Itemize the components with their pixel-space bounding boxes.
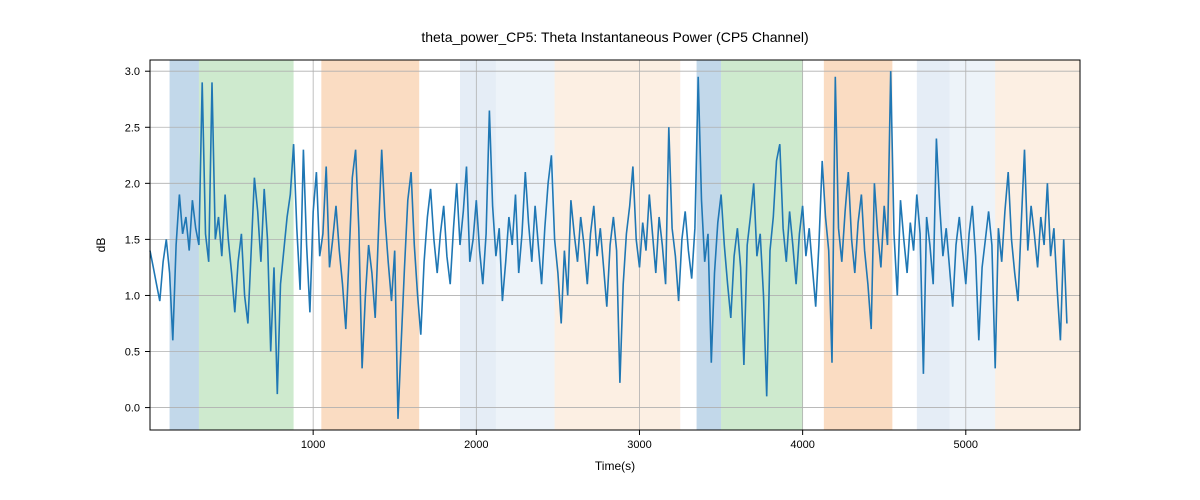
y-tick-label: 2.5 xyxy=(125,122,140,134)
region-2 xyxy=(321,60,419,430)
line-chart: 1000 2000 3000 4000 5000 0.0 0.5 1.0 1.5 2.0 2.5 3.… xyxy=(0,0,1200,500)
chart-title: theta_power_CP5: Theta Instantaneous Pow… xyxy=(421,29,808,45)
region-5 xyxy=(555,60,681,430)
y-axis-label: dB xyxy=(94,238,108,253)
region-0 xyxy=(170,60,199,430)
region-3 xyxy=(460,60,496,430)
x-ticks: 1000 2000 3000 4000 5000 xyxy=(301,430,978,451)
x-tick-label: 3000 xyxy=(627,439,651,451)
region-7 xyxy=(721,60,803,430)
x-tick-label: 4000 xyxy=(790,439,814,451)
x-tick-label: 5000 xyxy=(954,439,978,451)
region-11 xyxy=(995,60,1080,430)
chart-container: 1000 2000 3000 4000 5000 0.0 0.5 1.0 1.5 2.0 2.5 3.… xyxy=(0,0,1200,500)
y-tick-label: 0.0 xyxy=(125,403,140,415)
region-4 xyxy=(496,60,555,430)
y-ticks: 0.0 0.5 1.0 1.5 2.0 2.5 3.0 xyxy=(125,66,150,414)
x-tick-label: 2000 xyxy=(464,439,488,451)
y-tick-label: 3.0 xyxy=(125,66,140,78)
y-tick-label: 1.0 xyxy=(125,290,140,302)
y-tick-label: 0.5 xyxy=(125,347,140,359)
y-tick-label: 2.0 xyxy=(125,178,140,190)
x-tick-label: 1000 xyxy=(301,439,325,451)
x-axis-label: Time(s) xyxy=(595,459,635,473)
y-tick-label: 1.5 xyxy=(125,234,140,246)
